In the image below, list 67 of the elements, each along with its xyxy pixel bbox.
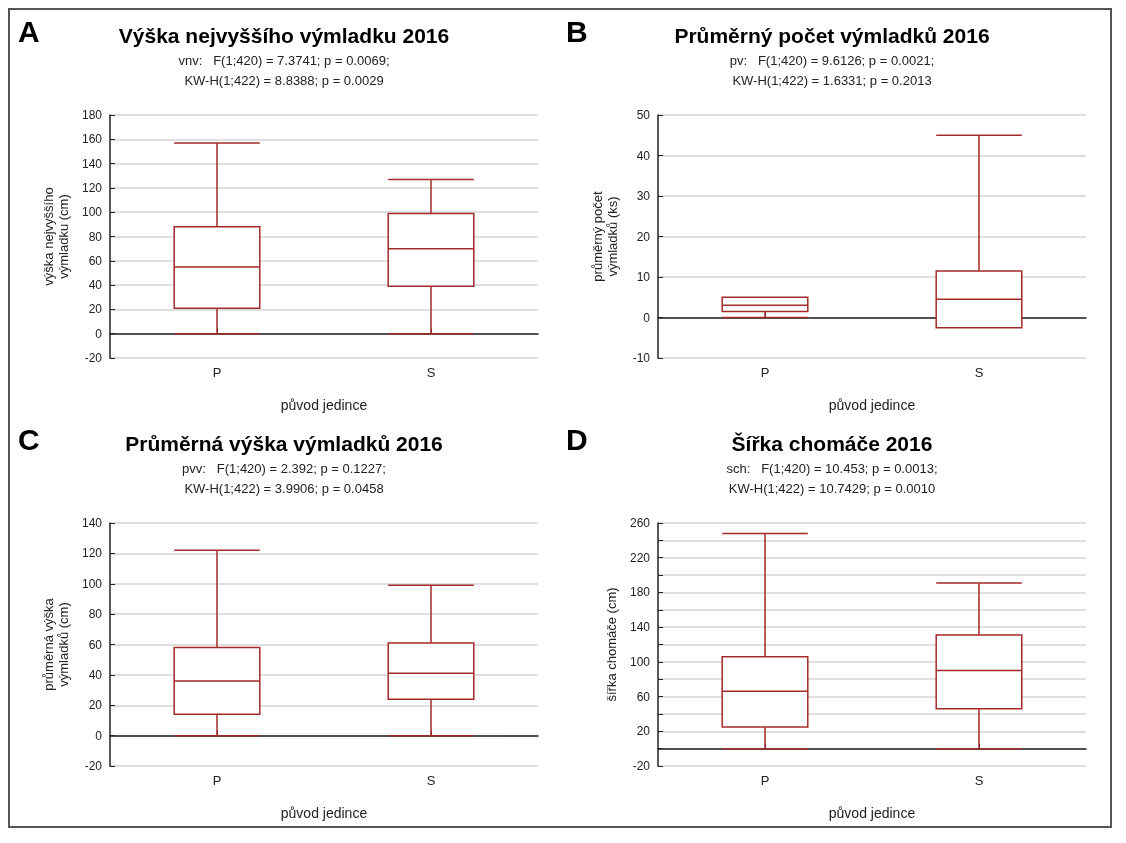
- text: KW-H(1;422) = 3.9906; p = 0.0458: [184, 481, 384, 496]
- x-axis-title: původ jedince: [828, 805, 916, 821]
- x-axis-title: původ jedince: [828, 397, 916, 413]
- y-tick-label: 160: [81, 132, 103, 147]
- y-tick-label: 180: [81, 108, 103, 122]
- y-tick-label: -20: [84, 351, 103, 365]
- y-tick-label: 10: [636, 270, 651, 284]
- y-tick-label: 140: [629, 620, 651, 635]
- x-tick-label: P: [760, 773, 770, 788]
- y-tick-label: 30: [636, 189, 651, 203]
- y-tick-label: 140: [81, 156, 103, 171]
- chart-title: Výška nejvyššího výmladku 2016: [118, 24, 450, 47]
- y-axis-title: průměrná výška výmladků (cm): [41, 597, 72, 691]
- text: pv: F(1;420) = 9.6126; p = 0.0021;: [729, 53, 935, 68]
- text: KW-H(1;422) = 1.6331; p = 0.2013: [732, 73, 932, 88]
- y-tick-label: 80: [88, 607, 103, 622]
- x-tick-label: P: [212, 773, 222, 788]
- y-tick-label: 20: [88, 302, 103, 317]
- y-axis-title: průměrný počet výmladků (ks): [590, 190, 620, 282]
- y-tick-label: 20: [636, 229, 651, 244]
- y-tick-label: 40: [636, 148, 651, 163]
- y-tick-label: 220: [629, 550, 651, 565]
- y-tick-label: 100: [81, 205, 103, 220]
- x-tick-label: S: [974, 365, 984, 380]
- x-tick-label: P: [760, 365, 770, 380]
- y-tick-label: 40: [88, 278, 103, 293]
- y-tick-label: -20: [632, 759, 651, 773]
- x-tick-label: S: [426, 773, 436, 788]
- text: KW-H(1;422) = 8.8388; p = 0.0029: [184, 73, 384, 88]
- x-axis-title: původ jedince: [280, 805, 368, 821]
- y-tick-label: -20: [84, 759, 103, 773]
- y-axis-title: šířka chomáče (cm): [604, 587, 620, 702]
- chart-title: Průměrný počet výmladků 2016: [674, 24, 990, 47]
- text: vnv: F(1;420) = 7.3741; p = 0.0069;: [178, 53, 390, 68]
- text: KW-H(1;422) = 10.7429; p = 0.0010: [728, 481, 936, 496]
- text: B: [566, 14, 588, 48]
- y-tick-label: 0: [95, 728, 103, 743]
- y-tick-label: 120: [81, 546, 103, 561]
- y-tick-label: 140: [81, 516, 103, 530]
- chart-title: Šířka chomáče 2016: [731, 432, 933, 455]
- x-tick-label: S: [974, 773, 984, 788]
- x-tick-label: S: [426, 365, 436, 380]
- text: C: [18, 422, 40, 456]
- y-tick-label: 40: [88, 667, 103, 682]
- chart-title: Průměrná výška výmladků 2016: [125, 432, 443, 455]
- y-tick-label: 100: [81, 576, 103, 591]
- text: A: [18, 14, 40, 48]
- y-tick-label: 120: [81, 180, 103, 195]
- y-tick-label: 60: [636, 689, 651, 704]
- y-tick-label: 0: [95, 326, 103, 341]
- y-tick-label: 20: [636, 724, 651, 739]
- y-tick-label: 80: [88, 229, 103, 244]
- x-axis-title: původ jedince: [280, 397, 368, 413]
- y-tick-label: 180: [629, 585, 651, 600]
- y-tick-label: 260: [629, 516, 651, 530]
- y-tick-label: 20: [88, 698, 103, 713]
- y-axis-title: výška nejvyššího výmladku (cm): [41, 187, 72, 286]
- y-tick-label: 60: [88, 253, 103, 268]
- text: sch: F(1;420) = 10.453; p = 0.0013;: [726, 461, 938, 476]
- text: pvv: F(1;420) = 2.392; p = 0.1227;: [182, 461, 386, 476]
- y-tick-label: 50: [636, 108, 651, 122]
- y-tick-label: 100: [629, 654, 651, 669]
- y-tick-label: 0: [643, 310, 651, 325]
- text: D: [566, 422, 588, 456]
- y-tick-label: 60: [88, 637, 103, 652]
- x-tick-label: P: [212, 365, 222, 380]
- y-tick-label: -10: [632, 351, 651, 365]
